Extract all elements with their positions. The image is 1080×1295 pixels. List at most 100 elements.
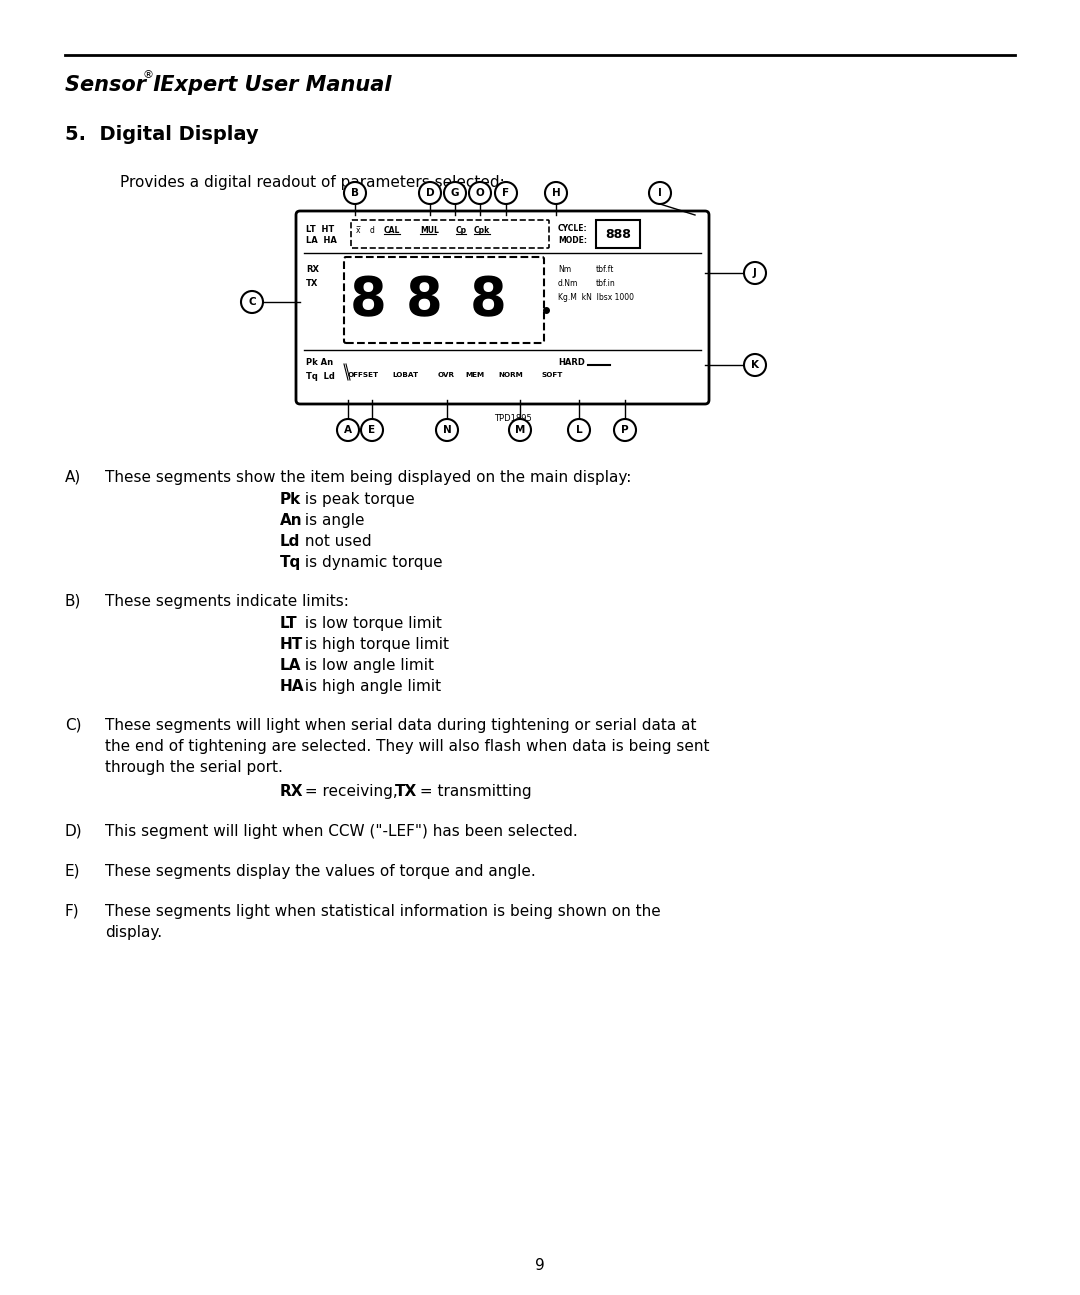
Text: Kg.M  kN  lbsx 1000: Kg.M kN lbsx 1000 bbox=[558, 293, 634, 302]
Circle shape bbox=[469, 183, 491, 205]
Text: RX: RX bbox=[306, 265, 319, 275]
Text: Nm: Nm bbox=[558, 265, 571, 275]
Circle shape bbox=[744, 262, 766, 284]
Text: OFFSET: OFFSET bbox=[348, 372, 379, 378]
Circle shape bbox=[419, 183, 441, 205]
Text: = receiving,: = receiving, bbox=[300, 783, 403, 799]
Text: These segments indicate limits:: These segments indicate limits: bbox=[105, 594, 349, 609]
Text: Ld: Ld bbox=[280, 534, 300, 549]
Circle shape bbox=[361, 420, 383, 442]
Text: MEM: MEM bbox=[465, 372, 484, 378]
Text: B): B) bbox=[65, 594, 81, 609]
Text: is dynamic torque: is dynamic torque bbox=[300, 556, 443, 570]
Text: O: O bbox=[475, 188, 484, 198]
Text: tbf.ft: tbf.ft bbox=[596, 265, 615, 275]
Text: d.Nm: d.Nm bbox=[558, 278, 579, 287]
Text: LT  HT: LT HT bbox=[306, 225, 334, 234]
Circle shape bbox=[241, 291, 264, 313]
Text: F): F) bbox=[65, 904, 80, 919]
Text: 5.  Digital Display: 5. Digital Display bbox=[65, 126, 258, 144]
Text: RX: RX bbox=[280, 783, 303, 799]
Text: G: G bbox=[450, 188, 459, 198]
Text: TX: TX bbox=[306, 278, 319, 287]
Text: LA  HA: LA HA bbox=[306, 236, 337, 245]
Circle shape bbox=[509, 420, 531, 442]
Circle shape bbox=[436, 420, 458, 442]
Text: TPD1895: TPD1895 bbox=[494, 414, 531, 423]
Text: L: L bbox=[576, 425, 582, 435]
Text: LT: LT bbox=[280, 616, 298, 631]
Text: display.: display. bbox=[105, 925, 162, 940]
Text: MODE:: MODE: bbox=[558, 236, 588, 245]
Text: C): C) bbox=[65, 717, 81, 733]
Text: MUL: MUL bbox=[420, 227, 438, 234]
Text: These segments light when statistical information is being shown on the: These segments light when statistical in… bbox=[105, 904, 661, 919]
Bar bbox=[596, 220, 640, 249]
Text: Pk An: Pk An bbox=[306, 357, 333, 366]
Circle shape bbox=[744, 354, 766, 376]
Text: E): E) bbox=[65, 864, 81, 879]
Circle shape bbox=[545, 183, 567, 205]
Text: is high torque limit: is high torque limit bbox=[300, 637, 449, 651]
Text: x̅: x̅ bbox=[356, 227, 361, 234]
Text: B: B bbox=[351, 188, 359, 198]
Text: is low angle limit: is low angle limit bbox=[300, 658, 434, 673]
Text: 888: 888 bbox=[605, 228, 631, 241]
Text: 8: 8 bbox=[350, 275, 387, 326]
Text: d: d bbox=[370, 227, 375, 234]
Text: 9: 9 bbox=[535, 1257, 545, 1273]
Text: These segments show the item being displayed on the main display:: These segments show the item being displ… bbox=[105, 470, 632, 486]
Text: Sensor I: Sensor I bbox=[65, 75, 161, 95]
Text: Expert User Manual: Expert User Manual bbox=[153, 75, 391, 95]
Text: Cp: Cp bbox=[456, 227, 468, 234]
Text: D: D bbox=[426, 188, 434, 198]
Text: SOFT: SOFT bbox=[542, 372, 564, 378]
Text: the end of tightening are selected. They will also flash when data is being sent: the end of tightening are selected. They… bbox=[105, 739, 710, 754]
FancyBboxPatch shape bbox=[345, 256, 544, 343]
Text: HARD: HARD bbox=[558, 357, 585, 366]
Text: = transmitting: = transmitting bbox=[415, 783, 531, 799]
Text: H: H bbox=[552, 188, 561, 198]
Text: not used: not used bbox=[300, 534, 372, 549]
Text: E: E bbox=[368, 425, 376, 435]
Text: D): D) bbox=[65, 824, 83, 839]
Circle shape bbox=[345, 183, 366, 205]
Text: tbf.in: tbf.in bbox=[596, 278, 616, 287]
Circle shape bbox=[337, 420, 359, 442]
FancyBboxPatch shape bbox=[351, 220, 549, 249]
Text: P: P bbox=[621, 425, 629, 435]
Text: TX: TX bbox=[395, 783, 417, 799]
Text: These segments will light when serial data during tightening or serial data at: These segments will light when serial da… bbox=[105, 717, 697, 733]
FancyBboxPatch shape bbox=[296, 211, 708, 404]
Circle shape bbox=[568, 420, 590, 442]
Text: LA: LA bbox=[280, 658, 301, 673]
Text: through the serial port.: through the serial port. bbox=[105, 760, 283, 774]
Circle shape bbox=[495, 183, 517, 205]
Text: A): A) bbox=[65, 470, 81, 486]
Text: NORM: NORM bbox=[498, 372, 523, 378]
Text: OVR: OVR bbox=[438, 372, 455, 378]
Text: CYCLE:: CYCLE: bbox=[558, 224, 588, 233]
Text: is low torque limit: is low torque limit bbox=[300, 616, 442, 631]
Circle shape bbox=[649, 183, 671, 205]
Text: C: C bbox=[248, 297, 256, 307]
Text: HA: HA bbox=[280, 679, 305, 694]
Text: M: M bbox=[515, 425, 525, 435]
Text: J: J bbox=[753, 268, 757, 278]
Text: These segments display the values of torque and angle.: These segments display the values of tor… bbox=[105, 864, 536, 879]
Text: is angle: is angle bbox=[300, 513, 365, 528]
Text: This segment will light when CCW ("-LEF") has been selected.: This segment will light when CCW ("-LEF"… bbox=[105, 824, 578, 839]
Text: F: F bbox=[502, 188, 510, 198]
Circle shape bbox=[615, 420, 636, 442]
Text: LOBAT: LOBAT bbox=[392, 372, 418, 378]
Text: N: N bbox=[443, 425, 451, 435]
Text: 8: 8 bbox=[470, 275, 507, 326]
Text: K: K bbox=[751, 360, 759, 370]
Text: Cpk: Cpk bbox=[474, 227, 490, 234]
Text: is peak torque: is peak torque bbox=[300, 492, 415, 508]
Circle shape bbox=[444, 183, 465, 205]
Text: Tq: Tq bbox=[280, 556, 301, 570]
Text: HT: HT bbox=[280, 637, 303, 651]
Text: CAL: CAL bbox=[384, 227, 401, 234]
Text: Provides a digital readout of parameters selected:: Provides a digital readout of parameters… bbox=[120, 175, 504, 190]
